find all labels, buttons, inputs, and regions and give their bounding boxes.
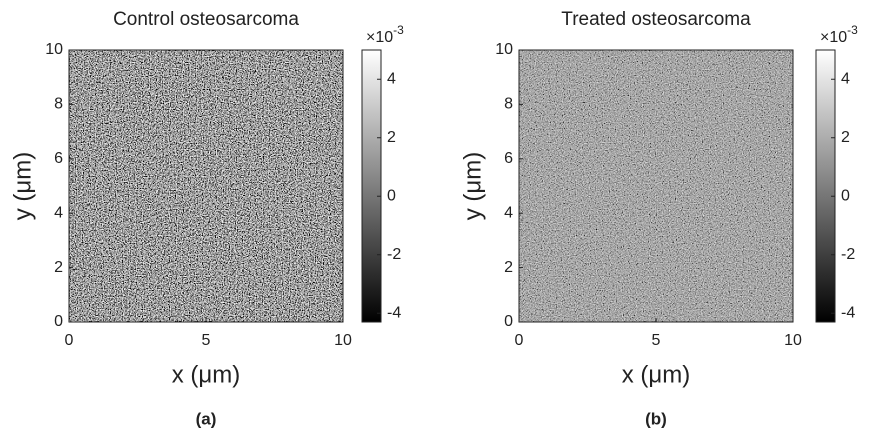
x-tick-label: 10: [334, 332, 352, 349]
caption: (b): [645, 409, 667, 428]
x-tick-label: 10: [784, 332, 802, 349]
colorbar-scale-exponent: -3: [847, 23, 858, 37]
colorbar-scale-base: ×10: [820, 29, 847, 46]
heatmap-image: [519, 50, 793, 322]
chart-title: Control osteosarcoma: [113, 9, 299, 30]
colorbar-tick-label: 2: [841, 129, 850, 146]
x-tick-label: 5: [202, 332, 211, 349]
x-tick-label: 0: [515, 332, 524, 349]
y-tick-label: 4: [504, 204, 513, 221]
x-tick-label: 0: [65, 332, 74, 349]
colorbar-tick-label: 2: [387, 129, 396, 146]
y-tick-label: 4: [54, 204, 63, 221]
y-tick-label: 10: [45, 41, 63, 58]
colorbar-tick-label: -4: [841, 304, 855, 321]
y-tick-label: 8: [504, 96, 513, 113]
colorbar: [815, 49, 836, 323]
colorbar-tick-label: 0: [841, 187, 850, 204]
y-axis-label: y (μm): [9, 152, 36, 220]
y-tick-label: 2: [54, 259, 63, 276]
x-tick-label: 5: [652, 332, 661, 349]
colorbar-scale: ×10-3: [366, 23, 404, 46]
heatmap-image: [69, 50, 343, 322]
chart-title: Treated osteosarcoma: [561, 9, 751, 30]
y-tick-label: 0: [504, 313, 513, 330]
y-axis-label: y (μm): [459, 152, 486, 220]
colorbar-tick-label: 4: [841, 70, 850, 87]
y-tick-label: 2: [504, 259, 513, 276]
colorbar-scale-exponent: -3: [393, 23, 404, 37]
colorbar-tick-label: -2: [841, 246, 855, 263]
colorbar-tick-label: -2: [387, 246, 401, 263]
y-tick-label: 0: [54, 313, 63, 330]
colorbar-scale: ×10-3: [820, 23, 858, 46]
caption: (a): [196, 409, 217, 428]
colorbar-tick-label: 4: [387, 70, 396, 87]
colorbar-scale-base: ×10: [366, 29, 393, 46]
colorbar-tick-label: 0: [387, 187, 396, 204]
colorbar: [361, 49, 382, 323]
y-tick-label: 8: [54, 96, 63, 113]
y-tick-label: 10: [495, 41, 513, 58]
y-tick-label: 6: [54, 150, 63, 167]
y-tick-label: 6: [504, 150, 513, 167]
colorbar-tick-label: -4: [387, 304, 401, 321]
x-axis-label: x (μm): [622, 361, 690, 388]
x-axis-label: x (μm): [172, 361, 240, 388]
